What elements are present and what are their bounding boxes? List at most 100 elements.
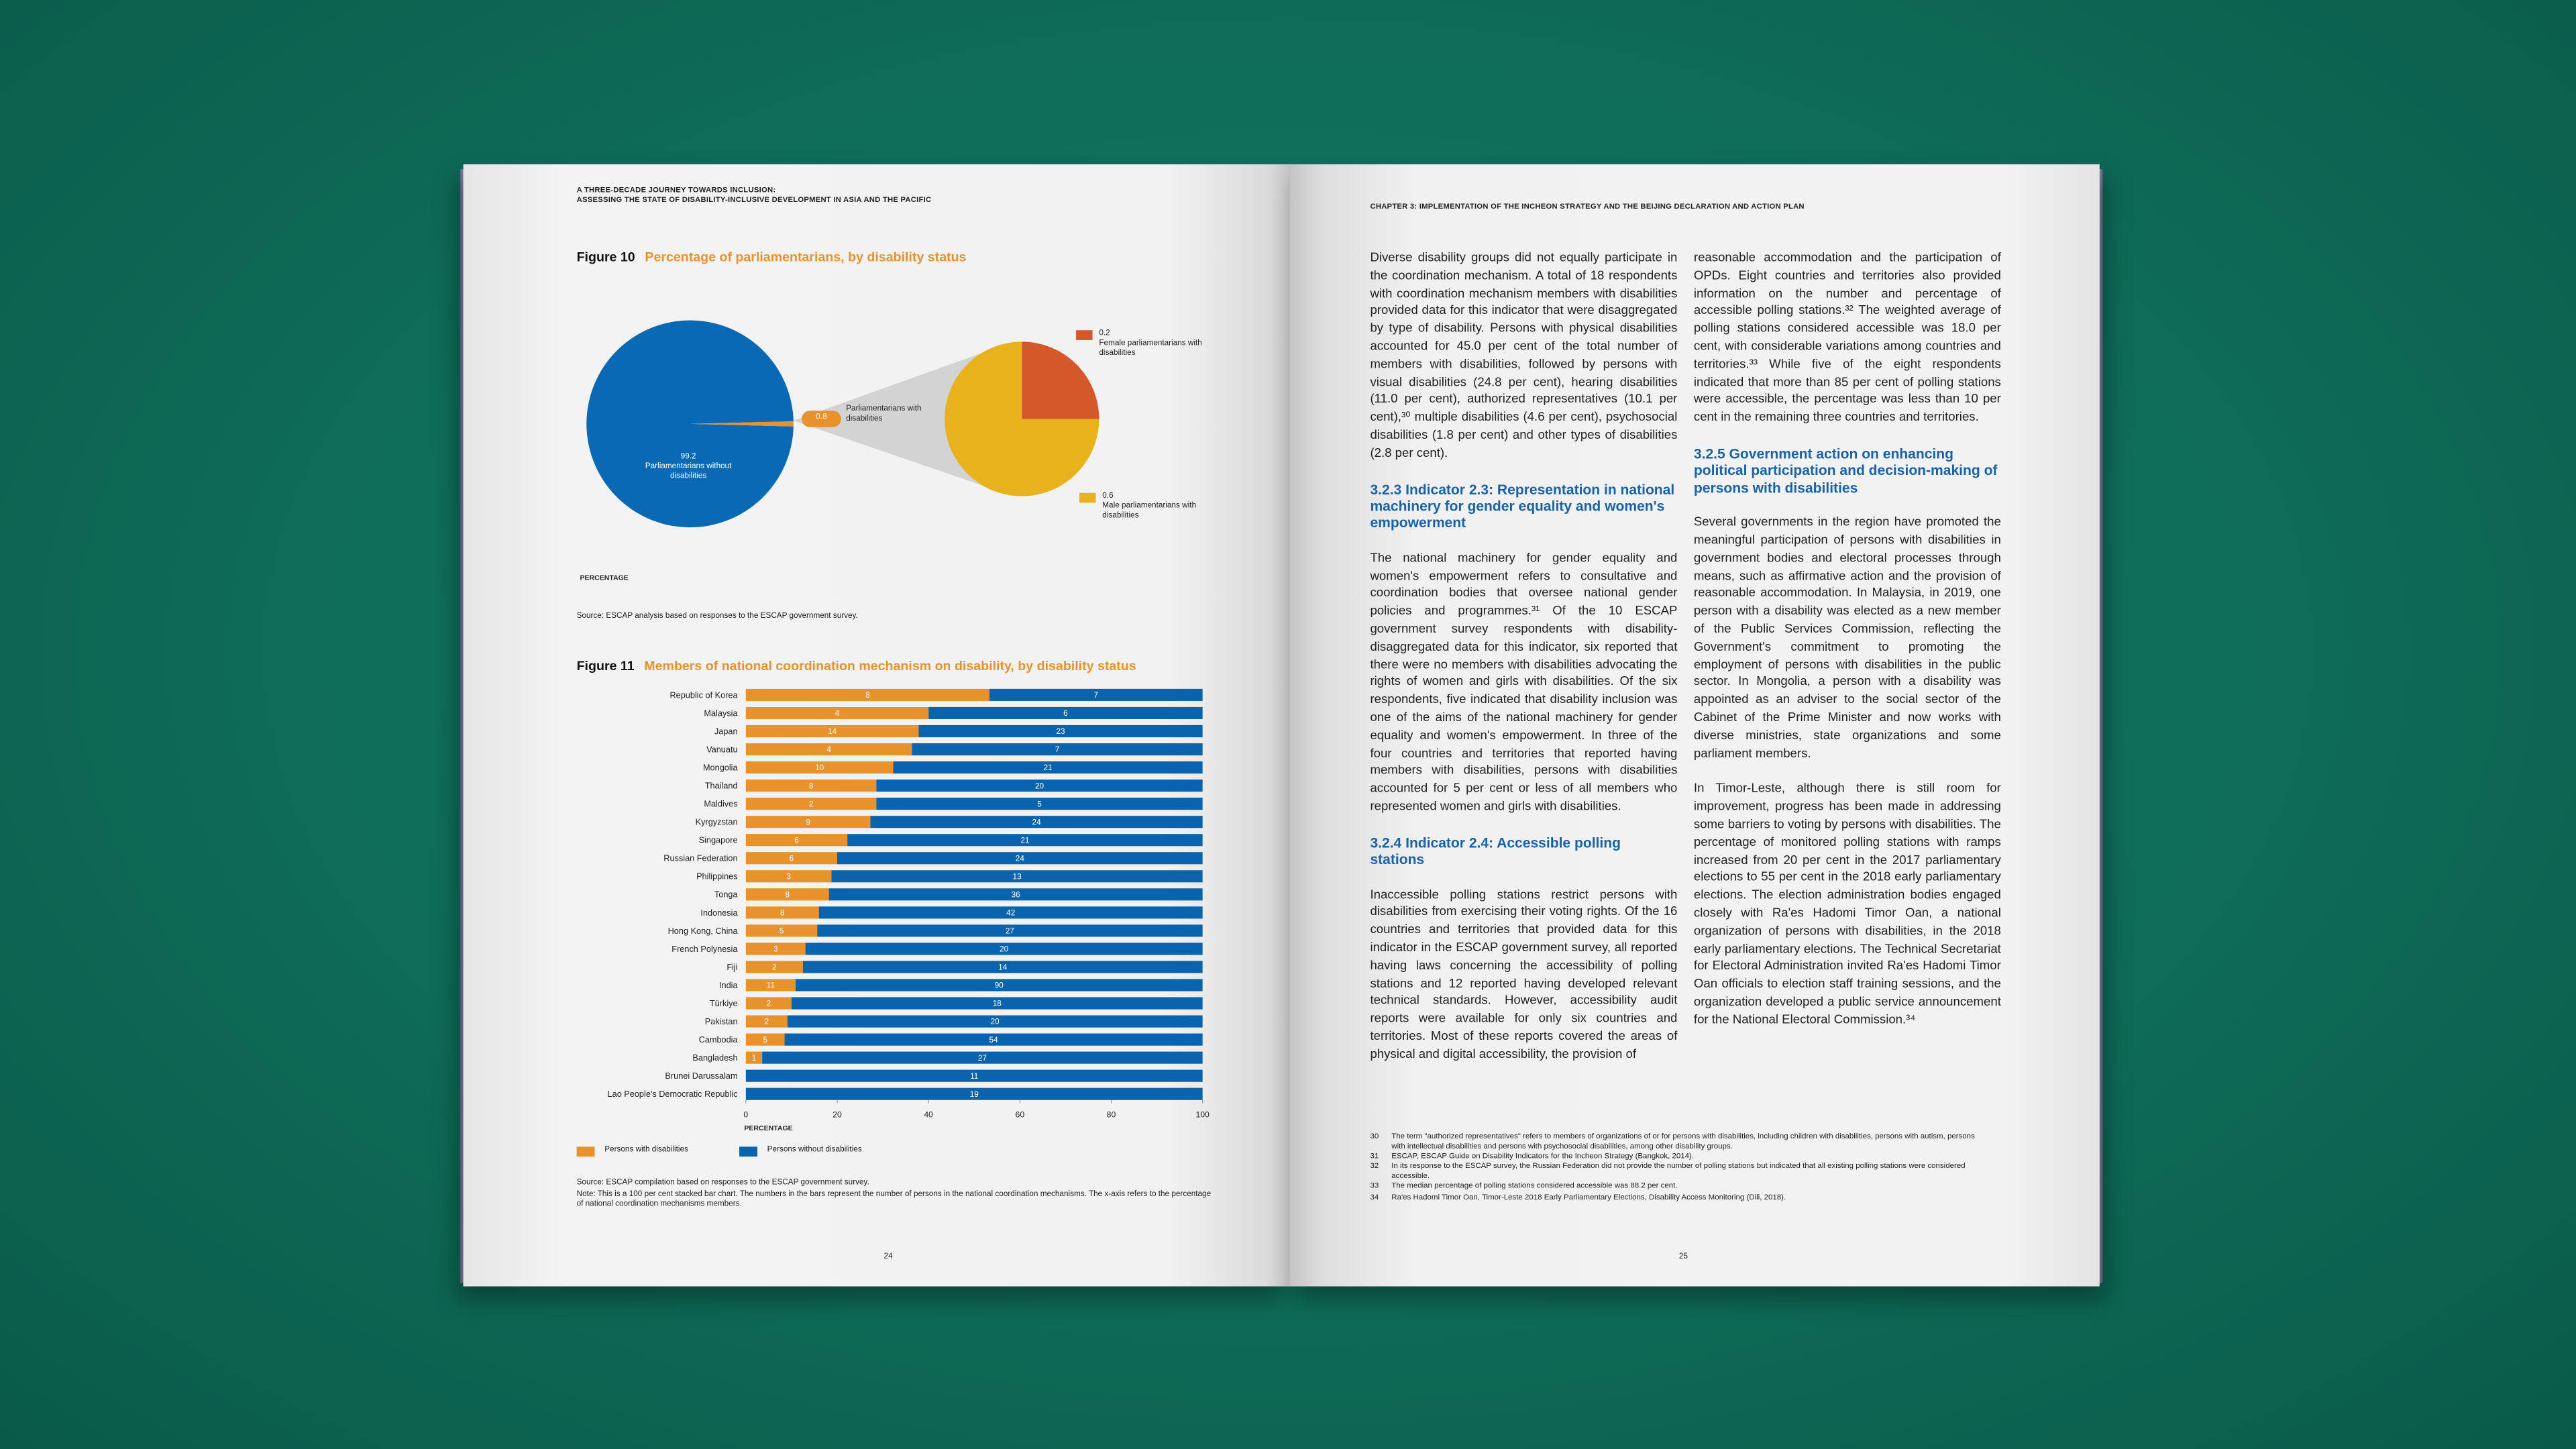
bar-segment: [847, 834, 1203, 847]
y-tick-label: Philippines: [696, 871, 738, 881]
footnote-text: ESCAP, ESCAP Guide on Disability Indicat…: [1391, 1151, 1695, 1160]
right-page: [1289, 164, 2100, 1287]
page-number: 24: [883, 1253, 893, 1262]
bar-segment: [805, 943, 1203, 955]
data-label: 8: [865, 691, 870, 700]
bar-segment: [745, 943, 806, 955]
data-label: 6: [1063, 709, 1068, 718]
y-tick-label: French Polynesia: [672, 944, 738, 954]
pie-slice: [1022, 341, 1099, 419]
pill: 0.8: [802, 411, 841, 427]
data-label: 2: [767, 1000, 771, 1008]
figure-number: Figure 11: [576, 659, 635, 674]
data-label: 1: [752, 1054, 757, 1063]
text-column: Diverse disability groups did not equall…: [1370, 250, 1677, 1081]
running-head-line: A THREE-DECADE JOURNEY TOWARDS INCLUSION…: [576, 185, 776, 194]
x-tick-label: 100: [1195, 1110, 1210, 1119]
y-tick-label: Indonesia: [700, 908, 738, 918]
footnotes: 30 The term "authorized representatives" …: [1370, 1132, 1981, 1203]
x-tick-label: 20: [833, 1110, 842, 1119]
data-label: 20: [1035, 782, 1044, 790]
pie-category: Parliamentarians with disabilities: [846, 405, 922, 424]
data-label: 7: [1055, 745, 1060, 754]
bar-segment: [912, 743, 1203, 756]
bar-segment: [802, 961, 1203, 973]
data-label: 2: [809, 800, 814, 808]
x-tick-label: 0: [743, 1110, 748, 1119]
running-head: CHAPTER 3: IMPLEMENTATION OF THE INCHEON…: [1370, 202, 1805, 211]
bar-segment: [893, 761, 1203, 774]
footnote-text: The median percentage of polling station…: [1391, 1181, 1678, 1190]
source: Source: ESCAP compilation based on respo…: [576, 1179, 869, 1188]
y-tick-label: Malaysia: [704, 708, 738, 718]
legend-swatch: [576, 1146, 595, 1157]
legend-label: Female parliamentarians with disabilitie…: [1099, 339, 1202, 358]
data-label: 54: [989, 1036, 999, 1044]
legend-item: 0.2 Female parliamentarians with disabil…: [1099, 330, 1214, 360]
paragraph: The national machinery for gender equali…: [1370, 549, 1678, 814]
running-head: A THREE-DECADE JOURNEY TOWARDS INCLUSION…: [577, 186, 932, 205]
data-label: 14: [828, 727, 837, 736]
bar-segment: [745, 834, 848, 847]
data-label: 24: [1016, 854, 1025, 863]
data-label: 14: [998, 963, 1008, 972]
pie-label: 99.2 Parliamentarians without disabiliti…: [631, 453, 745, 483]
data-label: 42: [1006, 909, 1015, 918]
data-label: 36: [1012, 890, 1021, 899]
data-label: 11: [970, 1072, 978, 1081]
footnote: 32 In its response to the ESCAP survey, t…: [1370, 1162, 1981, 1180]
figure-heading: Figure 10 Percentage of parliamentarians,…: [577, 250, 967, 264]
footnote-text: Ra'es Hadomi Timor Oan, Timor-Leste 2018…: [1391, 1192, 1786, 1201]
legend-label: Persons without disabilities: [767, 1146, 862, 1155]
paragraph: reasonable accommodation and the partici…: [1693, 250, 2001, 425]
y-tick-label: Kyrgyzstan: [696, 817, 738, 827]
legend-swatch: [1076, 330, 1093, 340]
data-label: 21: [1020, 836, 1029, 845]
footnote-number: 33: [1370, 1181, 1379, 1190]
bar-segment: [795, 979, 1203, 991]
bar-segment: [787, 1015, 1203, 1028]
bar-segment: [870, 816, 1203, 828]
bar-segment: [745, 816, 871, 828]
bar-segment: [745, 979, 796, 991]
legend-swatch: [739, 1146, 757, 1157]
footnote: 30 The term "authorized representatives" …: [1370, 1132, 1981, 1150]
data-label: 6: [790, 854, 794, 863]
footnote-number: 34: [1370, 1192, 1379, 1201]
paragraph: Inaccessible polling stations restrict p…: [1370, 886, 1678, 1061]
bar-segment: [918, 724, 1203, 738]
bar-segment: [876, 798, 1203, 810]
footnote-text: In its response to the ESCAP survey, the…: [1391, 1162, 1966, 1180]
bar-segment: [784, 1033, 1203, 1046]
y-tick-label: Türkiye: [710, 998, 738, 1008]
data-label: 13: [1013, 872, 1022, 881]
data-label: 7: [1094, 691, 1099, 700]
bar-segment: [989, 688, 1203, 701]
running-head-line: ASSESSING THE STATE OF DISABILITY-INCLUS…: [576, 195, 932, 204]
source: Source: ESCAP analysis based on response…: [576, 612, 858, 621]
bar-segment: [818, 906, 1203, 919]
y-tick-label: Brunei Darussalam: [665, 1071, 737, 1081]
y-tick-label: Hong Kong, China: [668, 926, 739, 936]
pie-category: Parliamentarians without disabilities: [645, 463, 732, 482]
x-tick-label: 80: [1107, 1110, 1116, 1119]
bar-segment: [876, 780, 1203, 792]
y-tick-label: Fiji: [727, 962, 737, 972]
bar-segment: [745, 1069, 1203, 1082]
legend-label: Male parliamentarians with disabilities: [1102, 502, 1197, 521]
bar-segment: [791, 997, 1203, 1010]
data-label: 4: [835, 709, 840, 718]
y-tick-label: Pakistan: [705, 1016, 738, 1026]
data-label: 6: [794, 836, 799, 845]
data-label: 27: [978, 1054, 987, 1063]
y-tick-label: Vanuatu: [706, 744, 737, 754]
bar-segment: [745, 798, 877, 810]
bar-segment: [745, 888, 829, 901]
data-label: 3: [786, 872, 791, 881]
page-number: 25: [1678, 1253, 1688, 1262]
bar-segment: [745, 1033, 785, 1046]
data-label: 8: [809, 782, 814, 790]
pie-slice: [690, 421, 794, 427]
text-column: reasonable accommodation and the partici…: [1694, 250, 2001, 1047]
